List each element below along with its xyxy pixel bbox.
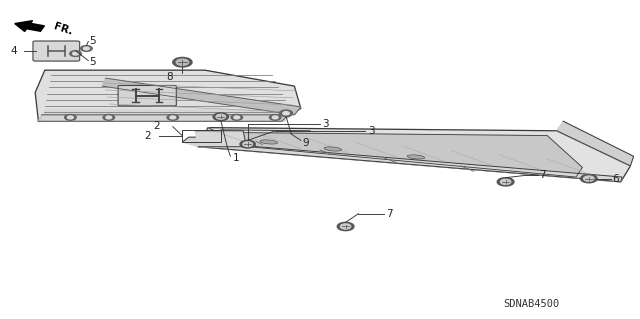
Circle shape: [283, 112, 289, 115]
Polygon shape: [42, 110, 291, 121]
Circle shape: [337, 222, 354, 231]
FancyBboxPatch shape: [118, 85, 177, 106]
Text: 5: 5: [90, 57, 96, 67]
Circle shape: [103, 115, 115, 120]
Bar: [182, 130, 221, 142]
Circle shape: [273, 116, 278, 119]
Polygon shape: [195, 131, 246, 147]
Circle shape: [269, 115, 281, 120]
Circle shape: [106, 116, 112, 119]
Polygon shape: [214, 132, 582, 177]
Circle shape: [216, 115, 225, 119]
Circle shape: [500, 179, 511, 184]
Circle shape: [340, 224, 351, 229]
Circle shape: [234, 116, 240, 119]
Polygon shape: [182, 128, 218, 147]
Ellipse shape: [260, 140, 278, 144]
Text: 3: 3: [322, 119, 328, 130]
Circle shape: [280, 110, 292, 116]
Circle shape: [173, 57, 192, 67]
Ellipse shape: [324, 147, 342, 151]
Circle shape: [73, 52, 78, 55]
Circle shape: [68, 116, 73, 119]
Text: FR.: FR.: [52, 21, 74, 36]
Circle shape: [584, 176, 594, 181]
Circle shape: [65, 115, 76, 120]
Ellipse shape: [407, 155, 425, 159]
Circle shape: [231, 115, 243, 120]
Text: 6: 6: [612, 174, 619, 184]
Text: 7: 7: [540, 170, 546, 181]
Circle shape: [240, 140, 255, 148]
Polygon shape: [198, 142, 622, 182]
Text: 8: 8: [166, 71, 173, 82]
Polygon shape: [15, 21, 44, 32]
Circle shape: [170, 116, 175, 119]
FancyBboxPatch shape: [33, 41, 80, 61]
Circle shape: [243, 142, 252, 146]
Polygon shape: [35, 70, 301, 121]
Polygon shape: [38, 115, 288, 121]
Text: 5: 5: [90, 35, 96, 46]
Polygon shape: [198, 128, 630, 182]
Text: SDNAB4500: SDNAB4500: [503, 299, 559, 309]
Polygon shape: [557, 121, 634, 166]
Circle shape: [70, 51, 81, 56]
Circle shape: [84, 47, 90, 50]
Text: 3: 3: [368, 126, 374, 136]
Circle shape: [213, 113, 228, 121]
Text: 2: 2: [144, 131, 150, 141]
Text: 7: 7: [386, 209, 392, 219]
Text: 1: 1: [232, 153, 239, 163]
Text: 4: 4: [10, 46, 17, 56]
Text: 2: 2: [154, 121, 160, 131]
Circle shape: [167, 115, 179, 120]
Circle shape: [580, 174, 597, 183]
Text: 9: 9: [303, 137, 309, 148]
Polygon shape: [102, 78, 301, 115]
Circle shape: [176, 59, 189, 65]
Circle shape: [497, 178, 514, 186]
Circle shape: [81, 46, 92, 51]
